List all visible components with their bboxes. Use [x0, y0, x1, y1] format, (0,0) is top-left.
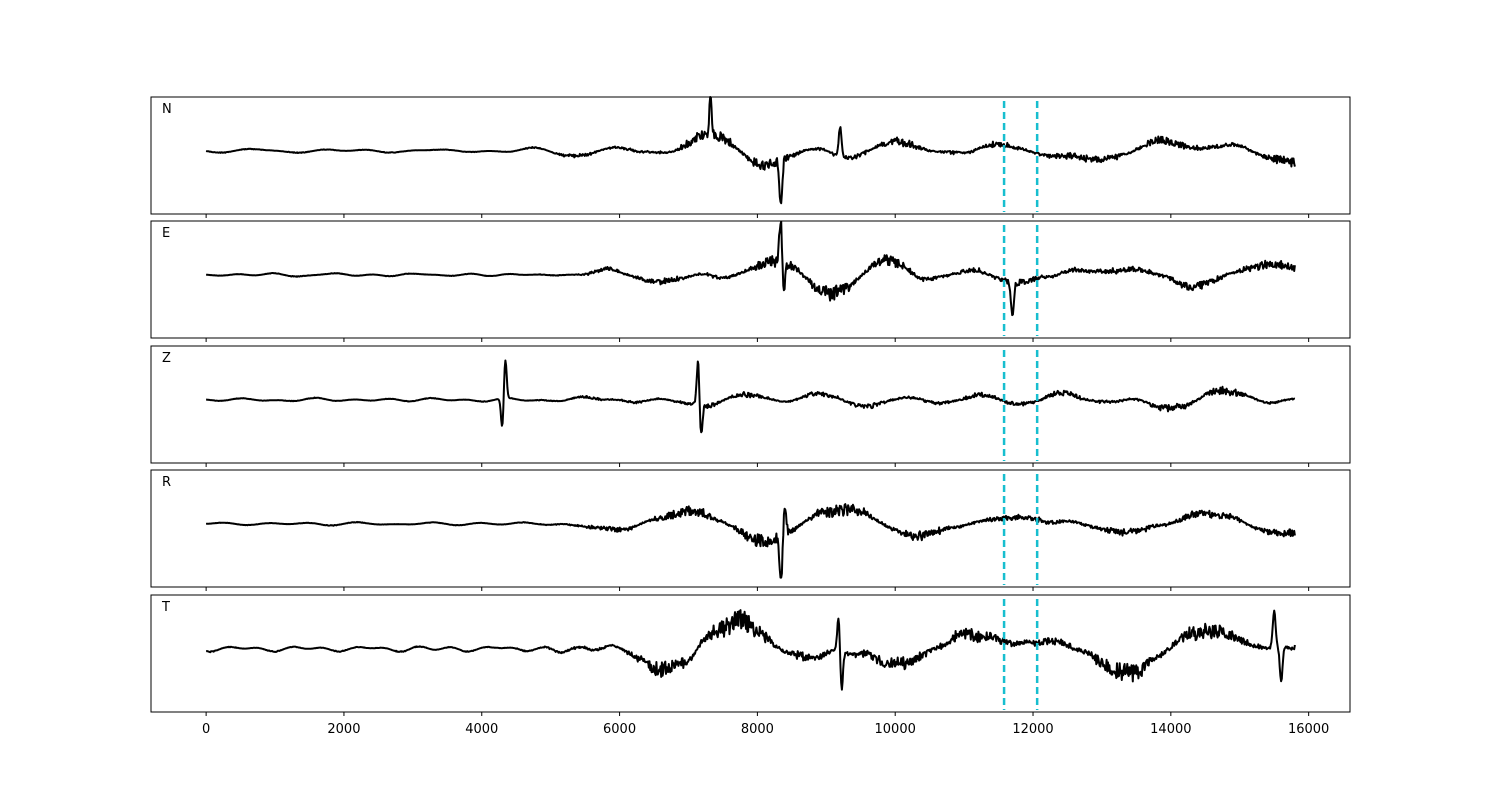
x-tick-label-8: 16000 — [1288, 722, 1329, 737]
x-tick-label-0: 0 — [202, 722, 210, 737]
panel-Z-frame — [150, 345, 1351, 464]
panel-R-trace — [205, 503, 1296, 579]
panel-label-R: R — [162, 475, 171, 490]
x-tick-label-7: 14000 — [1150, 722, 1191, 737]
panel-label-E: E — [162, 226, 170, 241]
x-tick-label-5: 10000 — [875, 722, 916, 737]
panel-label-T: T — [161, 600, 170, 615]
panel-label-Z: Z — [162, 351, 171, 366]
panel-label-N: N — [162, 102, 172, 117]
panel-T-trace — [205, 609, 1296, 691]
panel-E-frame — [150, 220, 1351, 339]
x-tick-label-6: 12000 — [1012, 722, 1053, 737]
panel-R-frame — [150, 469, 1351, 588]
x-tick-label-1: 2000 — [327, 722, 360, 737]
x-tick-label-3: 6000 — [603, 722, 636, 737]
x-tick-label-4: 8000 — [741, 722, 774, 737]
x-tick-label-2: 4000 — [465, 722, 498, 737]
panel-E-trace — [205, 220, 1296, 317]
panel-Z-trace — [205, 359, 1296, 434]
panel-N-trace — [205, 96, 1296, 205]
panel-T-frame — [150, 594, 1351, 713]
panel-N-frame — [150, 96, 1351, 215]
